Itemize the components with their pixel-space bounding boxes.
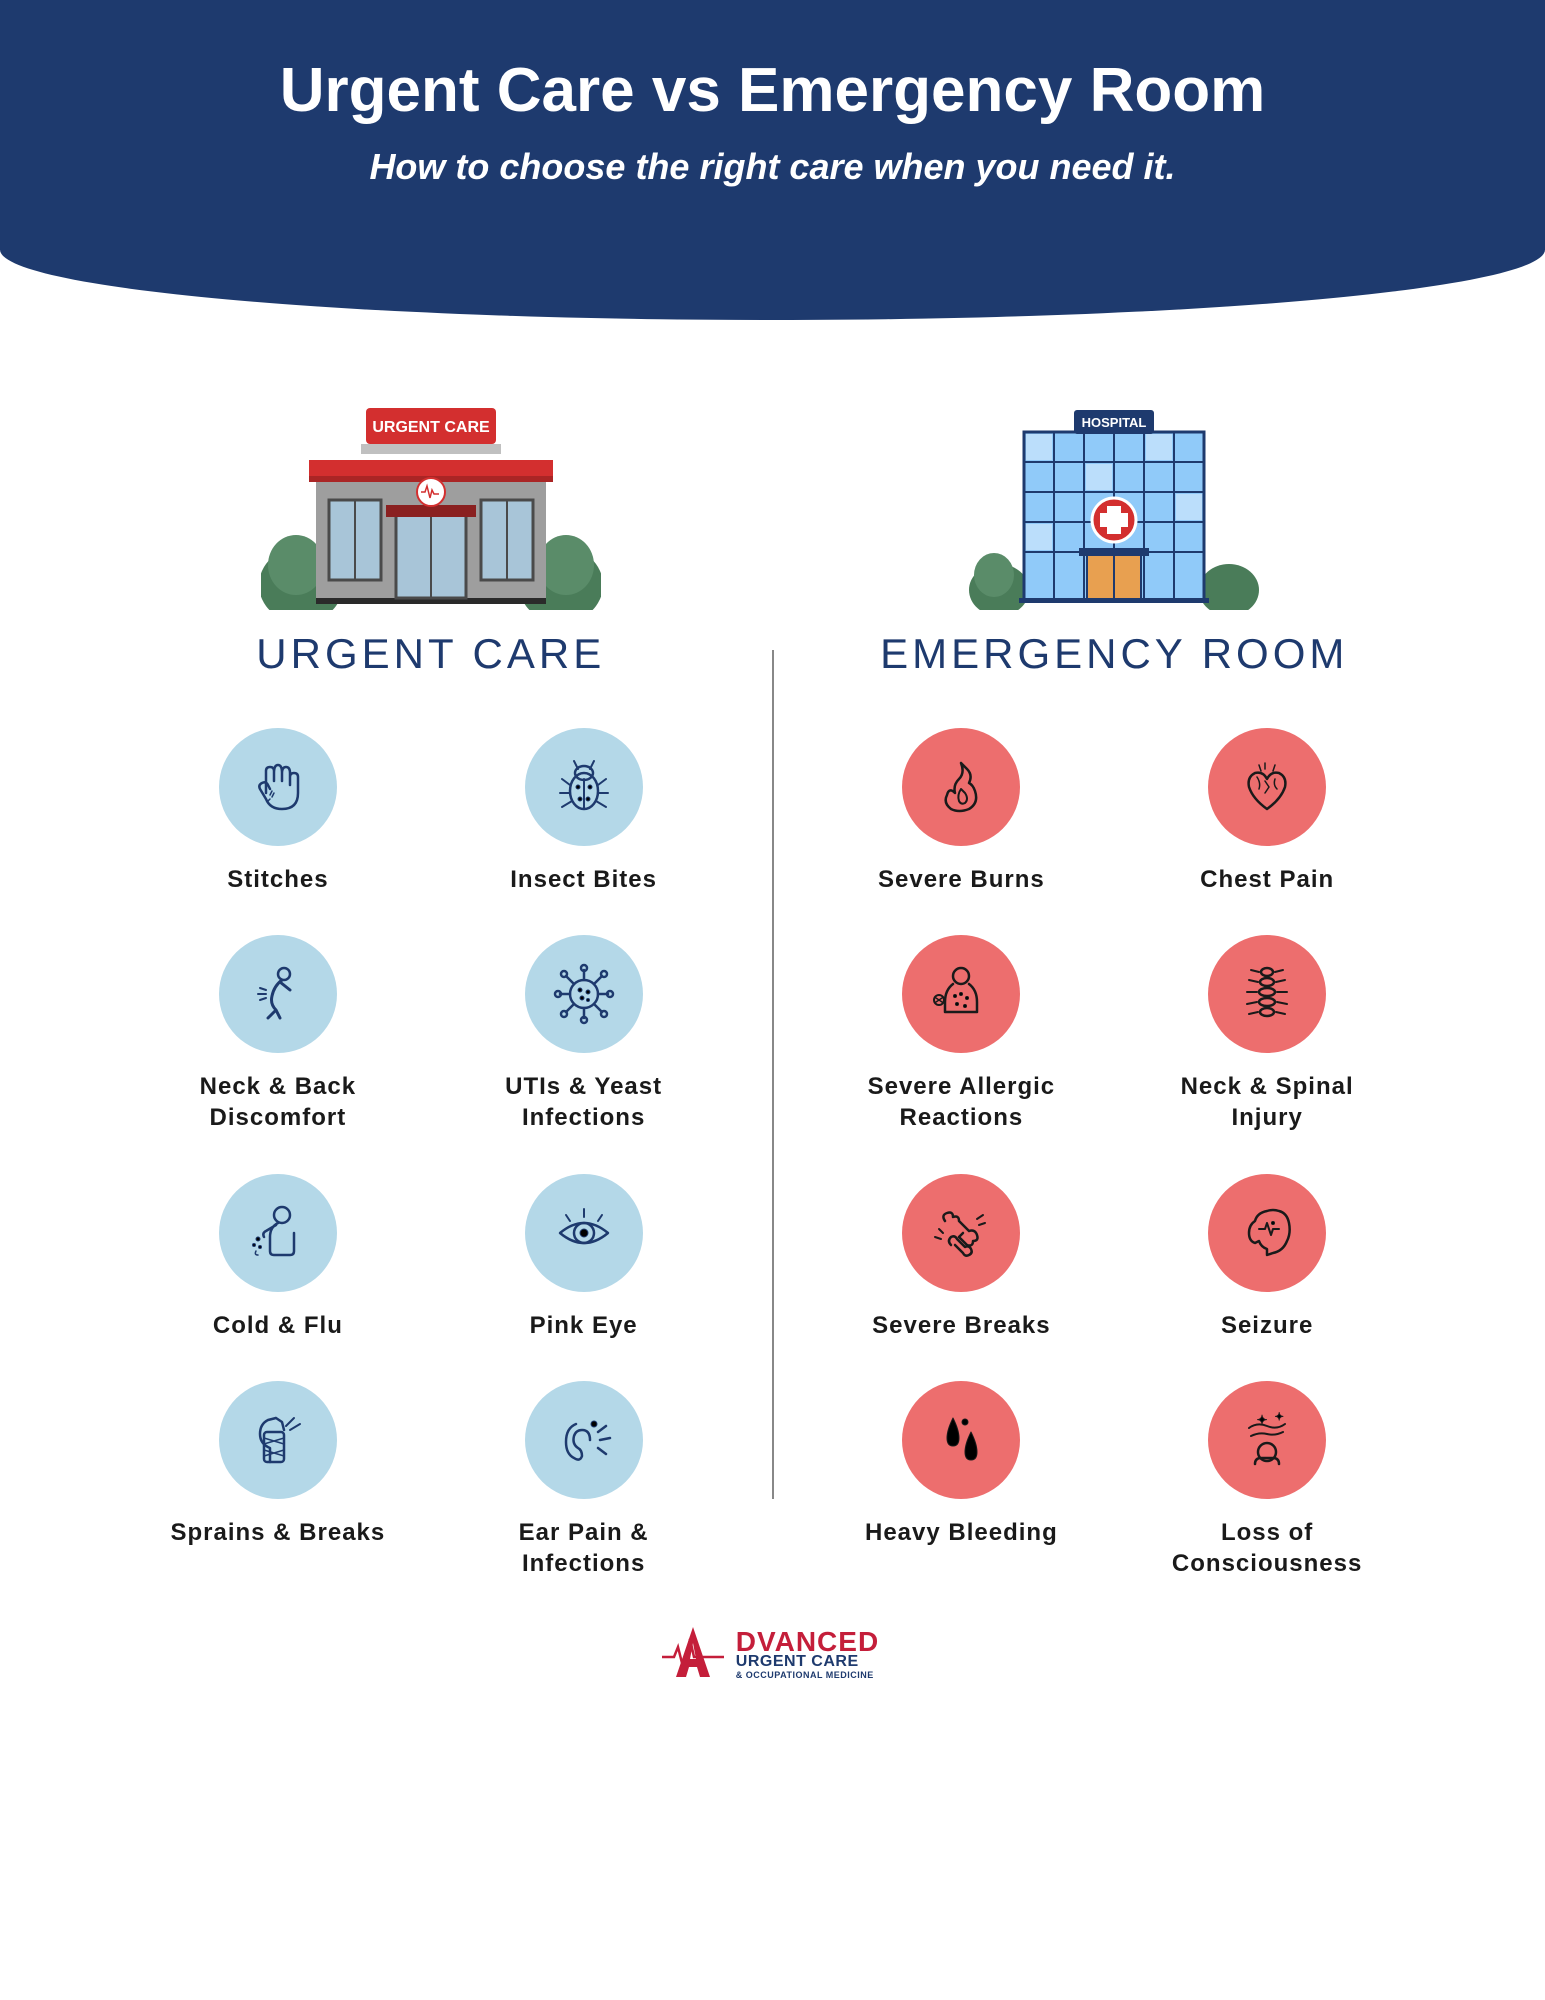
bandage-icon <box>219 1381 337 1499</box>
condition-item: Severe Breaks <box>834 1174 1090 1341</box>
condition-label: Heavy Bleeding <box>865 1517 1058 1548</box>
condition-label: Cold & Flu <box>213 1310 343 1341</box>
spine-icon <box>1208 935 1326 1053</box>
blood-icon <box>902 1381 1020 1499</box>
condition-item: Heavy Bleeding <box>834 1381 1090 1579</box>
emergency-room-grid: Severe Burns Chest Pain Severe Allergic … <box>804 728 1426 1579</box>
hospital-sign-text: HOSPITAL <box>1082 415 1147 430</box>
condition-label: Pink Eye <box>530 1310 638 1341</box>
page-subtitle: How to choose the right care when you ne… <box>0 146 1545 188</box>
condition-item: Pink Eye <box>456 1174 712 1341</box>
virus-icon <box>525 935 643 1053</box>
cough-icon <box>219 1174 337 1292</box>
condition-item: ✦✦ Loss of Consciousness <box>1139 1381 1395 1579</box>
condition-item: Severe Burns <box>834 728 1090 895</box>
hospital-building-icon: HOSPITAL <box>804 360 1426 610</box>
brain-icon <box>1208 1174 1326 1292</box>
emergency-room-title: EMERGENCY ROOM <box>880 630 1348 678</box>
logo-a-icon <box>658 1619 728 1689</box>
fire-icon <box>902 728 1020 846</box>
condition-label: Chest Pain <box>1200 864 1334 895</box>
eye-icon <box>525 1174 643 1292</box>
condition-label: Severe Burns <box>878 864 1045 895</box>
condition-item: Chest Pain <box>1139 728 1395 895</box>
svg-text:✦: ✦ <box>1257 1413 1267 1427</box>
ear-icon <box>525 1381 643 1499</box>
condition-item: Neck & Back Discomfort <box>150 935 406 1133</box>
logo-brand-tiny: & OCCUPATIONAL MEDICINE <box>736 1670 879 1680</box>
condition-label: Neck & Spinal Injury <box>1157 1071 1377 1133</box>
condition-label: Stitches <box>227 864 328 895</box>
condition-item: Neck & Spinal Injury <box>1139 935 1395 1133</box>
condition-item: UTIs & Yeast Infections <box>456 935 712 1133</box>
dizzy-icon: ✦✦ <box>1208 1381 1326 1499</box>
condition-item: Ear Pain & Infections <box>456 1381 712 1579</box>
bone-icon <box>902 1174 1020 1292</box>
hand-icon <box>219 728 337 846</box>
condition-item: Stitches <box>150 728 406 895</box>
condition-label: Seizure <box>1221 1310 1313 1341</box>
allergy-icon <box>902 935 1020 1053</box>
urgent-care-column: URGENT CARE URGENT CARE Stitches <box>120 360 742 1579</box>
heart-icon <box>1208 728 1326 846</box>
emergency-room-column: HOSPITAL EMERGENCY ROOM Severe Burns Che <box>804 360 1426 1579</box>
urgent-care-grid: Stitches Insect Bites Neck & Back Discom… <box>120 728 742 1579</box>
urgent-sign-text: URGENT CARE <box>372 419 490 436</box>
footer-logo: DVANCED URGENT CARE & OCCUPATIONAL MEDIC… <box>0 1619 1545 1694</box>
header-banner: Urgent Care vs Emergency Room How to cho… <box>0 0 1545 320</box>
condition-label: Insect Bites <box>510 864 657 895</box>
logo-brand-main: DVANCED <box>736 1629 879 1654</box>
condition-item: Severe Allergic Reactions <box>834 935 1090 1133</box>
column-divider <box>772 650 774 1499</box>
comparison-content: URGENT CARE URGENT CARE Stitches <box>0 360 1545 1579</box>
condition-label: Severe Breaks <box>872 1310 1050 1341</box>
urgent-care-building-icon: URGENT CARE <box>120 360 742 610</box>
condition-label: Neck & Back Discomfort <box>168 1071 388 1133</box>
condition-item: Seizure <box>1139 1174 1395 1341</box>
condition-label: UTIs & Yeast Infections <box>474 1071 694 1133</box>
condition-label: Severe Allergic Reactions <box>851 1071 1071 1133</box>
svg-text:✦: ✦ <box>1275 1412 1283 1423</box>
condition-item: Insect Bites <box>456 728 712 895</box>
bug-icon <box>525 728 643 846</box>
urgent-care-title: URGENT CARE <box>256 630 605 678</box>
condition-item: Sprains & Breaks <box>150 1381 406 1579</box>
condition-label: Ear Pain & Infections <box>474 1517 694 1579</box>
condition-label: Loss of Consciousness <box>1157 1517 1377 1579</box>
back-icon <box>219 935 337 1053</box>
logo-brand-sub: URGENT CARE <box>736 1654 879 1670</box>
condition-label: Sprains & Breaks <box>170 1517 385 1548</box>
condition-item: Cold & Flu <box>150 1174 406 1341</box>
page-title: Urgent Care vs Emergency Room <box>0 55 1545 126</box>
